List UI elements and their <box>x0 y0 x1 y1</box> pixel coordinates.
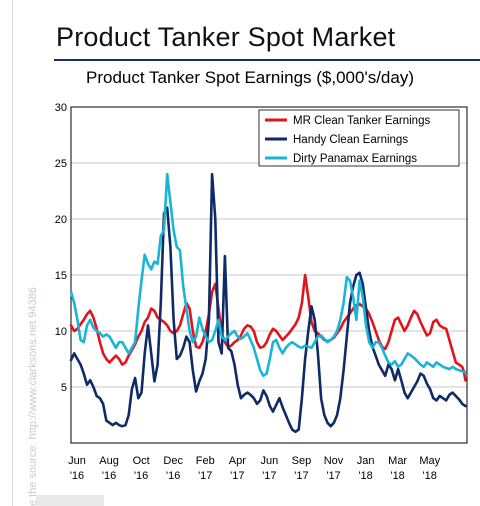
x-tick-month: Dec <box>163 455 183 467</box>
x-tick-month: Oct <box>133 455 150 467</box>
title-rule <box>54 59 480 61</box>
x-tick-month: Aug <box>99 455 119 467</box>
x-tick-month: Feb <box>196 455 215 467</box>
plot-frame <box>70 106 468 444</box>
x-tick-year: '18 <box>423 470 437 482</box>
y-tick-label: 25 <box>55 158 67 170</box>
x-tick-year: '17 <box>230 470 244 482</box>
series-line-3 <box>69 172 467 378</box>
x-tick-month: Mar <box>388 455 407 467</box>
series-line-2 <box>69 172 467 434</box>
x-tick-month: Jun <box>68 455 86 467</box>
x-tick-month: Jan <box>357 455 375 467</box>
x-tick-year: '17 <box>326 470 340 482</box>
footer-strip <box>36 495 104 506</box>
x-tick-year: '17 <box>198 470 212 482</box>
x-tick-year: '18 <box>358 470 372 482</box>
y-tick-label: 10 <box>55 326 67 338</box>
x-tick-year: '17 <box>294 470 308 482</box>
slide-frame <box>12 0 480 506</box>
x-tick-year: '16 <box>102 470 116 482</box>
x-tick-year: '16 <box>166 470 180 482</box>
x-tick-month: Nov <box>324 455 344 467</box>
x-tick-year: '17 <box>262 470 276 482</box>
x-tick-month: Sep <box>292 455 312 467</box>
series-line-1 <box>69 273 467 382</box>
x-tick-year: '16 <box>134 470 148 482</box>
legend-label: MR Clean Tanker Earnings <box>293 115 430 127</box>
y-tick-label: 5 <box>61 382 67 394</box>
legend-label: Dirty Panamax Earnings <box>293 153 417 165</box>
y-tick-label: 20 <box>55 214 67 226</box>
y-tick-label: 15 <box>55 270 67 282</box>
legend-box <box>258 109 460 167</box>
x-tick-month: Jun <box>261 455 279 467</box>
slide-title: Product Tanker Spot Market <box>56 22 396 52</box>
x-tick-year: '16 <box>70 470 84 482</box>
x-tick-year: '18 <box>390 470 404 482</box>
x-tick-month: Apr <box>229 455 246 467</box>
x-tick-month: May <box>419 455 440 467</box>
legend-label: Handy Clean Earnings <box>293 134 408 146</box>
y-tick-label: 30 <box>55 102 67 114</box>
chart-title: Product Tanker Spot Earnings ($,000's/da… <box>86 68 415 87</box>
